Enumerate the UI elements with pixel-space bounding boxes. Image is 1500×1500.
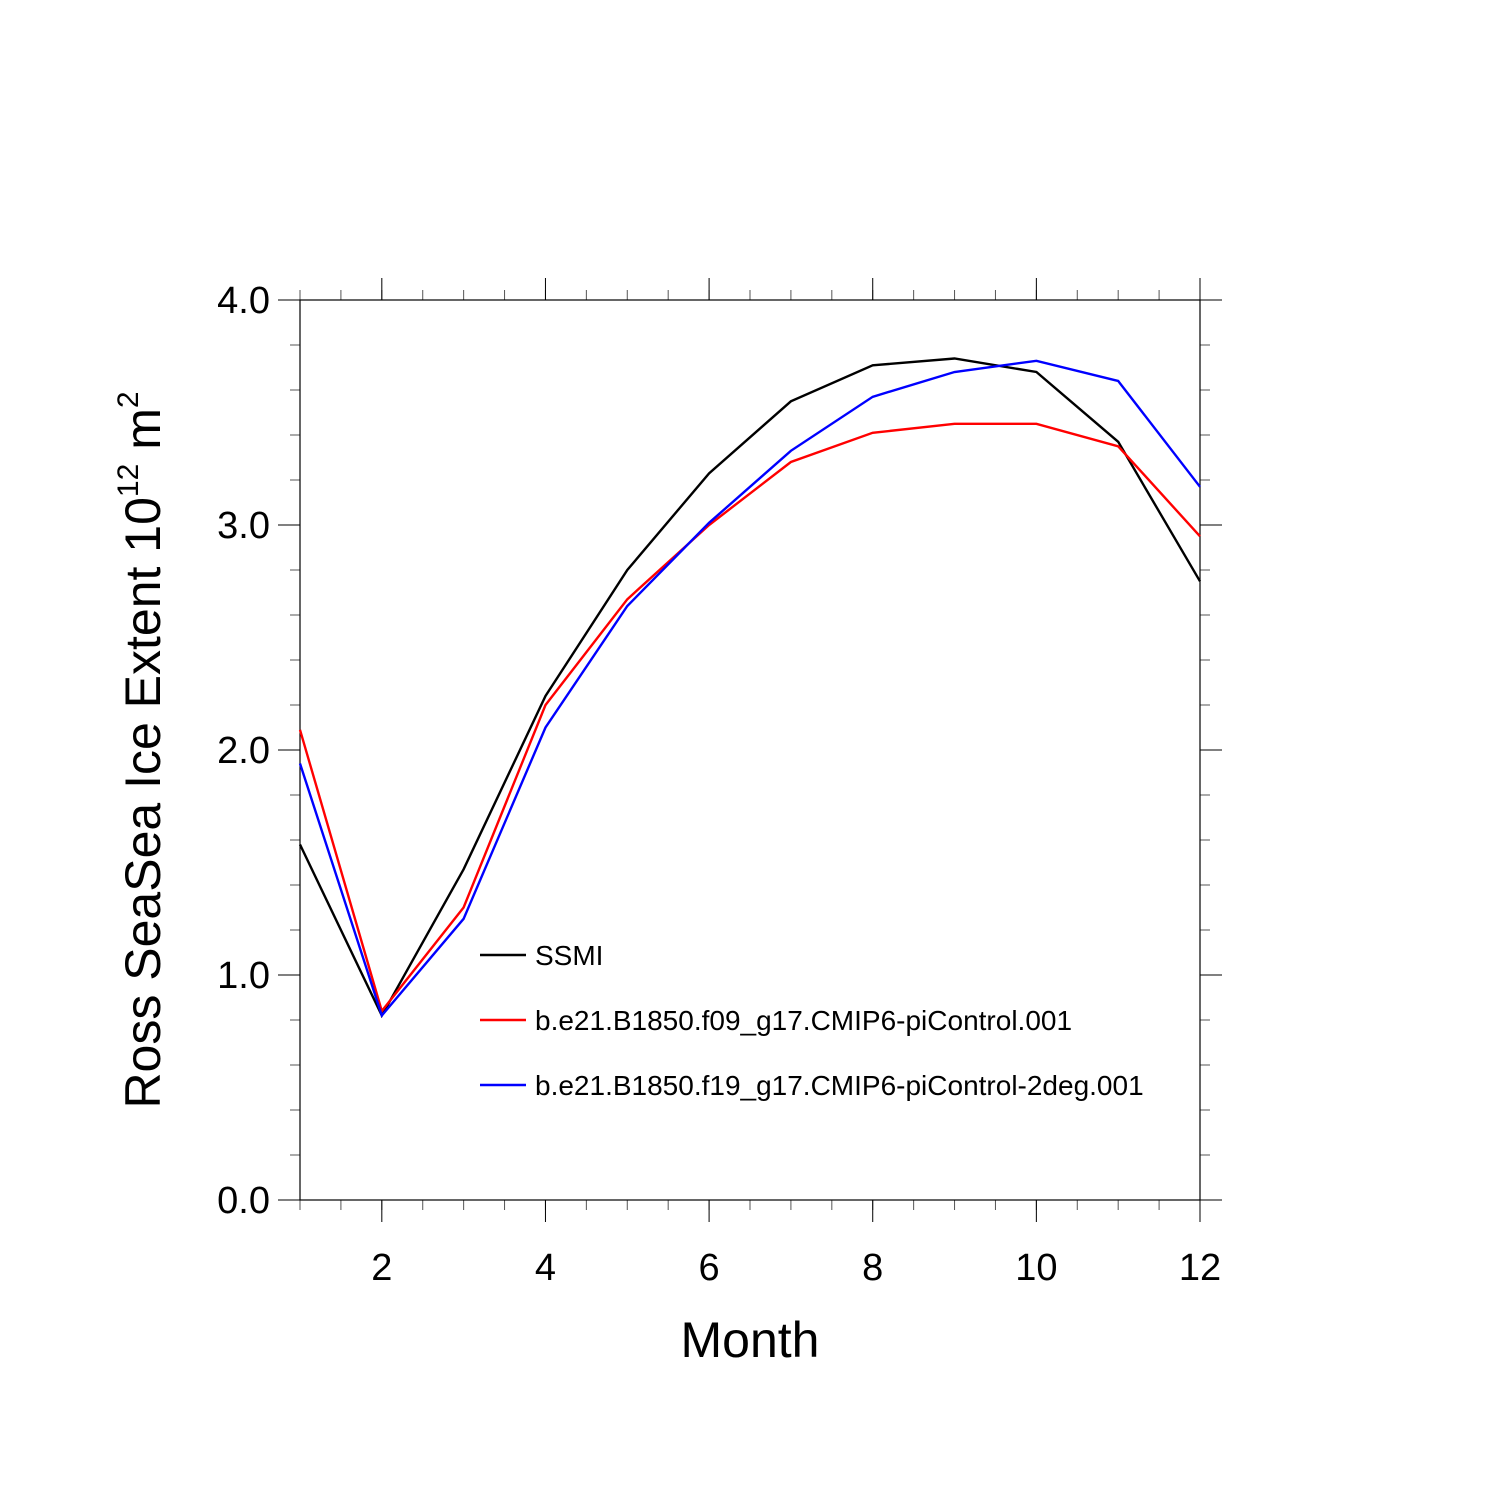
legend-label: b.e21.B1850.f19_g17.CMIP6-piControl-2deg… [535,1070,1144,1101]
x-tick-label: 6 [699,1247,720,1289]
x-axis-title: Month [681,1312,820,1368]
x-tick-label: 4 [535,1247,556,1289]
y-tick-labels: 0.0 1.0 2.0 3.0 4.0 [217,280,270,1222]
major-ticks [278,278,1222,1222]
y-axis-title: Ross SeaSea Ice Extent 1012 m2 [112,391,171,1108]
legend-label: b.e21.B1850.f09_g17.CMIP6-piControl.001 [535,1005,1072,1036]
y-axis-title-unit: m [115,408,171,464]
y-tick-label: 0.0 [217,1180,270,1222]
series-lines [298,357,1202,1019]
y-tick-label: 1.0 [217,955,270,997]
x-tick-label: 2 [371,1247,392,1289]
y-tick-label: 2.0 [217,730,270,772]
y-axis-title-unit-exponent: 2 [112,391,145,408]
y-axis-title-main: Ross SeaSea Ice Extent 10 [115,497,171,1108]
y-tick-label: 3.0 [217,505,270,547]
x-tick-label: 10 [1015,1247,1057,1289]
y-tick-label: 4.0 [217,280,270,322]
x-tick-label: 8 [862,1247,883,1289]
legend: SSMI b.e21.B1850.f09_g17.CMIP6-piControl.… [480,940,1144,1101]
x-tick-label: 12 [1179,1247,1221,1289]
x-tick-labels: 2 4 6 8 10 12 [371,1247,1221,1289]
series-line-b-e21-b1850-f09-g17-cmip6-picontrol-001 [298,422,1201,1014]
series-line-ssmi [298,357,1202,1019]
y-axis-title-exponent: 12 [112,464,145,497]
series-line-b-e21-b1850-f19-g17-cmip6-picontrol-2deg-001 [298,359,1201,1018]
plot-frame [299,299,1201,1201]
legend-label: SSMI [535,940,603,971]
